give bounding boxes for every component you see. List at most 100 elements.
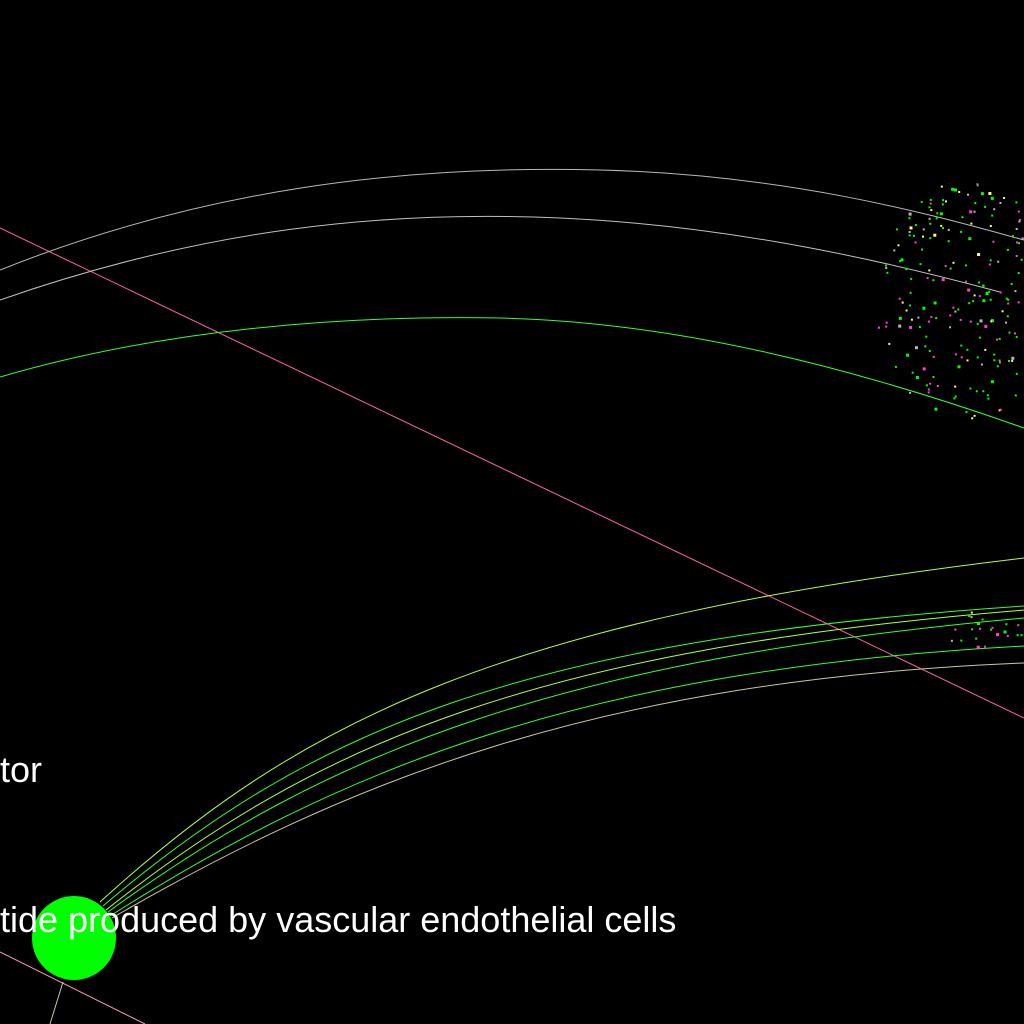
cluster-node xyxy=(959,318,962,321)
cluster-node xyxy=(918,325,921,328)
cluster-node xyxy=(968,615,971,617)
cluster-node xyxy=(991,214,994,217)
cluster-node xyxy=(974,202,977,205)
cluster-node xyxy=(910,277,913,280)
cluster-node xyxy=(976,183,979,186)
cluster-node xyxy=(909,304,912,307)
cluster-node xyxy=(1020,634,1023,637)
cluster-node xyxy=(998,409,1001,412)
cluster-node xyxy=(993,359,996,362)
cluster-node xyxy=(997,260,1000,263)
cluster-node xyxy=(982,390,985,393)
edge-arc-upper-1 xyxy=(0,168,1024,271)
cluster-node xyxy=(908,234,911,237)
cluster-node xyxy=(999,291,1002,294)
cluster-node xyxy=(1018,220,1021,223)
cluster-node xyxy=(928,350,931,352)
cluster-node xyxy=(933,301,937,305)
cluster-node xyxy=(951,187,955,191)
cluster-node xyxy=(1006,248,1009,251)
cluster-node xyxy=(979,319,983,323)
cluster-node xyxy=(901,301,904,304)
cluster-node xyxy=(979,627,982,630)
cluster-node xyxy=(932,376,935,378)
cluster-node xyxy=(884,264,887,267)
cluster-node xyxy=(925,335,928,338)
cluster-node xyxy=(965,280,968,283)
cluster-node xyxy=(908,231,911,233)
cluster-node xyxy=(952,306,955,309)
edge-fan-3 xyxy=(105,609,1024,911)
edge-fan-6 xyxy=(111,662,1024,919)
cluster-node xyxy=(1015,335,1018,338)
cluster-node xyxy=(941,278,945,282)
cluster-node xyxy=(960,230,963,233)
cluster-node xyxy=(895,228,898,231)
cluster-node xyxy=(976,322,979,325)
cluster-node xyxy=(1017,301,1020,304)
cluster-node xyxy=(885,325,888,328)
cluster-node xyxy=(909,291,912,294)
cluster-node xyxy=(915,346,918,350)
cluster-node xyxy=(1016,634,1019,637)
cluster-node xyxy=(910,318,913,321)
cluster-node xyxy=(917,316,920,319)
cluster-node xyxy=(996,633,999,637)
cluster-node xyxy=(922,228,925,231)
cluster-node xyxy=(978,336,981,339)
cluster-node xyxy=(939,212,943,216)
cluster-node xyxy=(906,353,910,357)
cluster-node xyxy=(960,356,963,359)
cluster-node xyxy=(1014,332,1016,335)
cluster-node xyxy=(1020,258,1023,261)
cluster-node xyxy=(927,320,930,323)
cluster-node xyxy=(909,326,913,329)
cluster-node xyxy=(971,417,974,420)
cluster-node xyxy=(935,317,938,319)
cluster-node xyxy=(964,264,967,267)
cluster-node xyxy=(886,271,889,274)
cluster-node xyxy=(925,384,928,387)
cluster-node xyxy=(909,391,912,394)
cluster-node xyxy=(1008,360,1010,362)
edge-node-down xyxy=(49,981,64,1024)
cluster-node xyxy=(982,284,985,287)
cluster-node xyxy=(970,222,973,225)
cluster-node xyxy=(977,622,980,625)
edge-fan-5 xyxy=(109,645,1024,917)
cluster-node xyxy=(898,324,902,328)
cluster-node xyxy=(1015,201,1018,204)
cluster-node xyxy=(954,188,957,192)
cluster-node xyxy=(988,192,992,195)
cluster-node xyxy=(1014,394,1017,397)
cluster-node xyxy=(968,302,971,305)
cluster-node xyxy=(919,263,922,266)
cluster-node xyxy=(999,408,1002,411)
cluster-node xyxy=(958,191,961,193)
cluster-node xyxy=(935,217,938,220)
main-node[interactable] xyxy=(32,896,116,980)
cluster-node xyxy=(1005,321,1007,324)
cluster-node xyxy=(878,326,880,329)
cluster-node xyxy=(1015,255,1018,257)
cluster-node xyxy=(953,397,956,400)
cluster-node xyxy=(980,192,984,196)
cluster-node xyxy=(913,234,915,237)
cluster-node xyxy=(988,263,991,266)
cluster-node xyxy=(1011,235,1014,238)
cluster-node xyxy=(1015,228,1018,230)
cluster-node xyxy=(922,367,926,371)
cluster-node xyxy=(1007,302,1010,305)
node-cluster-upper-right xyxy=(878,183,1024,420)
cluster-node xyxy=(998,359,1001,362)
cluster-node xyxy=(968,237,972,241)
cluster-node xyxy=(973,294,976,297)
cluster-node xyxy=(1007,298,1010,301)
cluster-node xyxy=(972,300,975,303)
cluster-node xyxy=(966,348,969,351)
cluster-node xyxy=(922,306,926,310)
cluster-node xyxy=(940,185,943,188)
cluster-node xyxy=(942,199,945,202)
cluster-node xyxy=(1001,310,1004,313)
